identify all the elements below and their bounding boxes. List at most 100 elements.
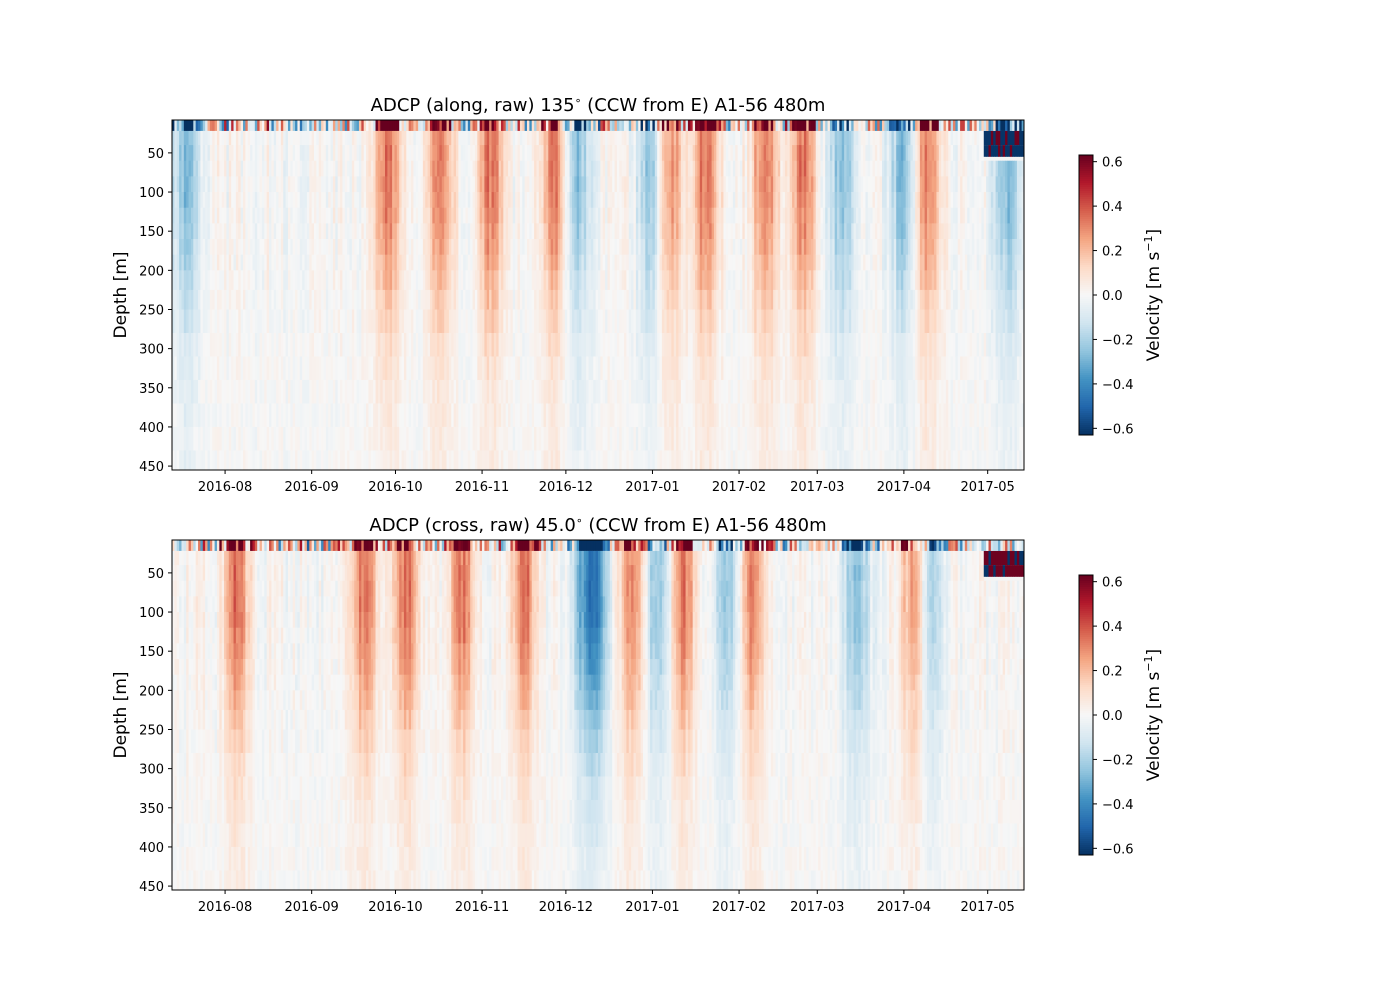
heatmap-cell xyxy=(261,426,265,451)
heatmap-cell xyxy=(702,223,705,240)
heatmap-cell xyxy=(356,239,360,256)
heatmap-cell xyxy=(588,309,592,334)
heatmap-cell xyxy=(425,192,428,209)
heatmap-cell xyxy=(571,145,575,162)
heatmap-cell xyxy=(174,450,178,471)
heatmap-cell xyxy=(261,403,265,428)
heatmap-cell xyxy=(550,403,554,428)
heatmap-cell xyxy=(508,426,511,451)
heatmap-cell xyxy=(571,120,575,131)
heatmap-cell xyxy=(221,379,225,404)
heatmap-cell xyxy=(264,309,268,334)
heatmap-cell xyxy=(465,239,469,256)
heatmap-cell xyxy=(609,254,613,271)
heatmap-cell xyxy=(273,192,277,209)
heatmap-cell xyxy=(571,426,575,451)
heatmap-cell xyxy=(306,450,310,471)
heatmap-cell xyxy=(486,223,490,240)
heatmap-cell xyxy=(245,270,249,291)
heatmap-cell xyxy=(664,120,668,131)
heatmap-cell xyxy=(747,379,750,404)
heatmap-cell xyxy=(777,130,781,146)
heatmap-cell xyxy=(375,379,379,404)
heatmap-cell xyxy=(394,160,398,177)
heatmap-cell xyxy=(571,332,575,357)
heatmap-cell xyxy=(427,130,431,146)
heatmap-cell xyxy=(711,176,715,193)
heatmap-cell xyxy=(233,450,237,471)
heatmap-cell xyxy=(576,176,580,193)
heatmap-cell xyxy=(699,160,703,177)
heatmap-cell xyxy=(245,239,249,256)
heatmap-cell xyxy=(179,309,182,334)
heatmap-cell xyxy=(306,379,310,404)
heatmap-cell xyxy=(224,356,227,381)
heatmap-cell xyxy=(626,450,630,471)
heatmap-cell xyxy=(200,379,204,404)
heatmap-cell xyxy=(280,176,284,193)
heatmap-cell xyxy=(680,309,684,334)
heatmap-cell xyxy=(673,207,677,224)
heatmap-cell xyxy=(190,309,194,334)
heatmap-cell xyxy=(768,270,772,291)
heatmap-cell xyxy=(541,223,544,240)
heatmap-cell xyxy=(316,160,320,177)
heatmap-cell xyxy=(780,120,783,131)
heatmap-cell xyxy=(389,450,393,471)
heatmap-cell xyxy=(193,450,197,471)
heatmap-cell xyxy=(512,207,516,224)
heatmap-cell xyxy=(659,130,663,146)
heatmap-cell xyxy=(370,192,374,209)
heatmap-cell xyxy=(723,239,727,256)
heatmap-cell xyxy=(789,450,793,471)
heatmap-cell xyxy=(396,270,400,291)
heatmap-cell xyxy=(524,120,528,131)
heatmap-cell xyxy=(209,192,213,209)
heatmap-cell xyxy=(527,356,530,381)
heatmap-cell xyxy=(446,192,450,209)
heatmap-cell xyxy=(609,239,613,256)
heatmap-cell xyxy=(385,145,388,162)
heatmap-cell xyxy=(370,379,374,404)
heatmap-cell xyxy=(690,160,694,177)
heatmap-cell xyxy=(560,356,563,381)
heatmap-cell xyxy=(654,254,658,271)
heatmap-cell xyxy=(789,309,793,334)
heatmap-cell xyxy=(240,450,244,471)
heatmap-cell xyxy=(564,309,568,334)
heatmap-cell xyxy=(638,379,641,404)
heatmap-cell xyxy=(782,356,786,381)
heatmap-cell xyxy=(574,130,578,146)
heatmap-cell xyxy=(619,176,623,193)
heatmap-cell xyxy=(586,120,589,131)
heatmap-cell xyxy=(358,223,362,240)
heatmap-cell xyxy=(567,289,570,310)
heatmap-cell xyxy=(188,379,192,404)
heatmap-cell xyxy=(685,239,689,256)
heatmap-cell xyxy=(406,309,410,334)
heatmap-cell xyxy=(188,403,192,428)
heatmap-cell xyxy=(349,403,353,428)
heatmap-cell xyxy=(678,426,682,451)
heatmap-cell xyxy=(709,254,712,271)
heatmap-cell xyxy=(205,160,208,177)
heatmap-cell xyxy=(761,176,765,193)
heatmap-cell xyxy=(356,130,360,146)
heatmap-cell xyxy=(607,254,611,271)
heatmap-cell xyxy=(366,426,369,451)
heatmap-cell xyxy=(340,289,343,310)
heatmap-cell xyxy=(553,426,556,451)
heatmap-cell xyxy=(283,239,286,256)
heatmap-cell xyxy=(458,450,462,471)
heatmap-cell xyxy=(659,379,663,404)
heatmap-cell xyxy=(394,332,398,357)
heatmap-cell xyxy=(664,403,668,428)
heatmap-cell xyxy=(250,332,253,357)
heatmap-cell xyxy=(588,379,592,404)
heatmap-cell xyxy=(538,160,542,177)
heatmap-cell xyxy=(545,254,549,271)
heatmap-cell xyxy=(411,120,414,131)
heatmap-cell xyxy=(235,207,239,224)
heatmap-cell xyxy=(624,403,627,428)
heatmap-cell xyxy=(316,130,320,146)
